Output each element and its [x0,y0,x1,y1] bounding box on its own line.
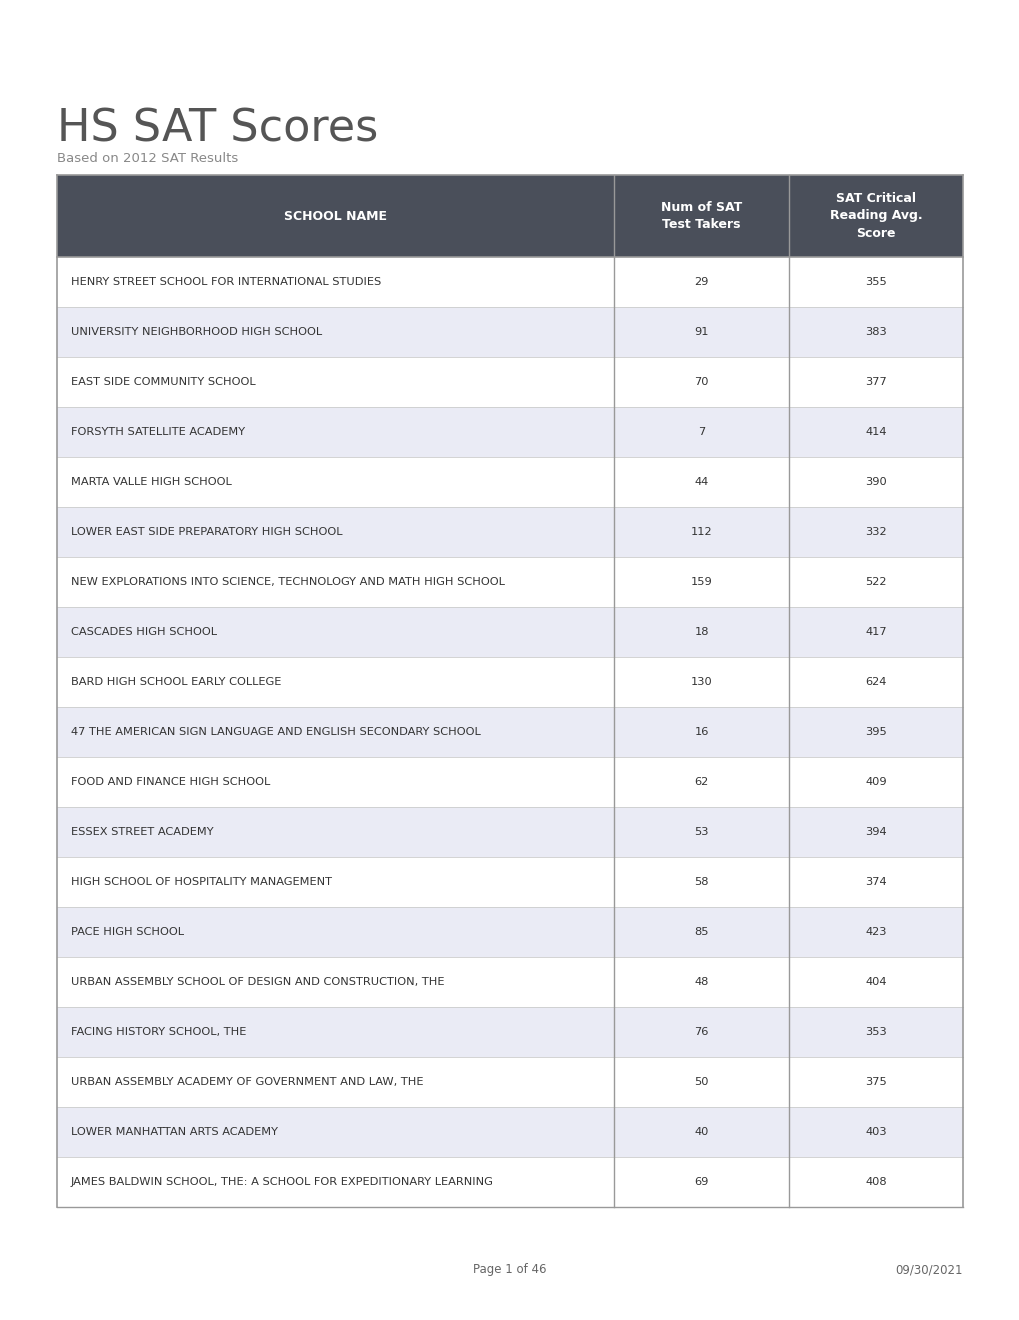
Text: 44: 44 [694,477,708,487]
Text: 355: 355 [864,277,887,286]
Text: NEW EXPLORATIONS INTO SCIENCE, TECHNOLOGY AND MATH HIGH SCHOOL: NEW EXPLORATIONS INTO SCIENCE, TECHNOLOG… [71,577,504,587]
Bar [57,407,962,457]
Text: 390: 390 [864,477,887,487]
Bar [57,457,962,507]
Text: 417: 417 [864,627,886,638]
Text: 353: 353 [864,1027,887,1038]
Bar [57,557,962,607]
Bar [57,907,962,957]
Text: 375: 375 [864,1077,887,1086]
Bar [57,1057,962,1107]
Bar [57,756,962,807]
Text: 409: 409 [864,777,886,787]
Text: 130: 130 [690,677,712,686]
Text: HIGH SCHOOL OF HOSPITALITY MANAGEMENT: HIGH SCHOOL OF HOSPITALITY MANAGEMENT [71,876,331,887]
Bar [57,1007,962,1057]
Bar [57,176,962,257]
Bar [57,507,962,557]
Text: LOWER EAST SIDE PREPARATORY HIGH SCHOOL: LOWER EAST SIDE PREPARATORY HIGH SCHOOL [71,527,342,537]
Text: ESSEX STREET ACADEMY: ESSEX STREET ACADEMY [71,828,213,837]
Bar [57,957,962,1007]
Text: 624: 624 [864,677,886,686]
Bar [57,708,962,756]
Text: 522: 522 [864,577,886,587]
Text: 50: 50 [694,1077,708,1086]
Text: FACING HISTORY SCHOOL, THE: FACING HISTORY SCHOOL, THE [71,1027,247,1038]
Text: 159: 159 [690,577,712,587]
Text: 09/30/2021: 09/30/2021 [895,1263,962,1276]
Text: HS SAT Scores: HS SAT Scores [57,108,378,150]
Text: 374: 374 [864,876,886,887]
Text: 85: 85 [694,927,708,937]
Text: PACE HIGH SCHOOL: PACE HIGH SCHOOL [71,927,183,937]
Bar [57,308,962,356]
Text: URBAN ASSEMBLY ACADEMY OF GOVERNMENT AND LAW, THE: URBAN ASSEMBLY ACADEMY OF GOVERNMENT AND… [71,1077,423,1086]
Text: 7: 7 [697,426,704,437]
Bar [57,657,962,708]
Text: 423: 423 [864,927,886,937]
Text: 48: 48 [694,977,708,987]
Text: LOWER MANHATTAN ARTS ACADEMY: LOWER MANHATTAN ARTS ACADEMY [71,1127,278,1137]
Bar [57,857,962,907]
Text: SAT Critical
Reading Avg.
Score: SAT Critical Reading Avg. Score [828,191,921,240]
Text: 112: 112 [690,527,711,537]
Text: 408: 408 [864,1177,886,1187]
Bar [57,607,962,657]
Bar [57,1158,962,1206]
Text: URBAN ASSEMBLY SCHOOL OF DESIGN AND CONSTRUCTION, THE: URBAN ASSEMBLY SCHOOL OF DESIGN AND CONS… [71,977,444,987]
Text: 69: 69 [694,1177,708,1187]
Text: 395: 395 [864,727,887,737]
Text: 404: 404 [864,977,886,987]
Text: 62: 62 [694,777,708,787]
Text: FORSYTH SATELLITE ACADEMY: FORSYTH SATELLITE ACADEMY [71,426,245,437]
Text: BARD HIGH SCHOOL EARLY COLLEGE: BARD HIGH SCHOOL EARLY COLLEGE [71,677,281,686]
Text: MARTA VALLE HIGH SCHOOL: MARTA VALLE HIGH SCHOOL [71,477,231,487]
Text: 377: 377 [864,378,887,387]
Text: Page 1 of 46: Page 1 of 46 [473,1263,546,1276]
Text: 403: 403 [864,1127,886,1137]
Text: 18: 18 [694,627,708,638]
Text: 29: 29 [694,277,708,286]
Text: 91: 91 [694,327,708,337]
Text: 383: 383 [864,327,887,337]
Text: EAST SIDE COMMUNITY SCHOOL: EAST SIDE COMMUNITY SCHOOL [71,378,256,387]
Text: 414: 414 [864,426,886,437]
Bar [57,257,962,308]
Text: HENRY STREET SCHOOL FOR INTERNATIONAL STUDIES: HENRY STREET SCHOOL FOR INTERNATIONAL ST… [71,277,381,286]
Bar [57,807,962,857]
Text: UNIVERSITY NEIGHBORHOOD HIGH SCHOOL: UNIVERSITY NEIGHBORHOOD HIGH SCHOOL [71,327,322,337]
Text: JAMES BALDWIN SCHOOL, THE: A SCHOOL FOR EXPEDITIONARY LEARNING: JAMES BALDWIN SCHOOL, THE: A SCHOOL FOR … [71,1177,493,1187]
Text: 16: 16 [694,727,708,737]
Text: 40: 40 [694,1127,708,1137]
Text: 70: 70 [694,378,708,387]
Text: 332: 332 [864,527,886,537]
Text: SCHOOL NAME: SCHOOL NAME [284,210,387,223]
Bar [57,356,962,407]
Text: FOOD AND FINANCE HIGH SCHOOL: FOOD AND FINANCE HIGH SCHOOL [71,777,270,787]
Text: 53: 53 [694,828,708,837]
Text: Num of SAT
Test Takers: Num of SAT Test Takers [660,201,742,231]
Text: CASCADES HIGH SCHOOL: CASCADES HIGH SCHOOL [71,627,217,638]
Bar [57,1107,962,1158]
Text: 47 THE AMERICAN SIGN LANGUAGE AND ENGLISH SECONDARY SCHOOL: 47 THE AMERICAN SIGN LANGUAGE AND ENGLIS… [71,727,480,737]
Text: 76: 76 [694,1027,708,1038]
Text: 394: 394 [864,828,886,837]
Text: Based on 2012 SAT Results: Based on 2012 SAT Results [57,152,238,165]
Text: 58: 58 [694,876,708,887]
